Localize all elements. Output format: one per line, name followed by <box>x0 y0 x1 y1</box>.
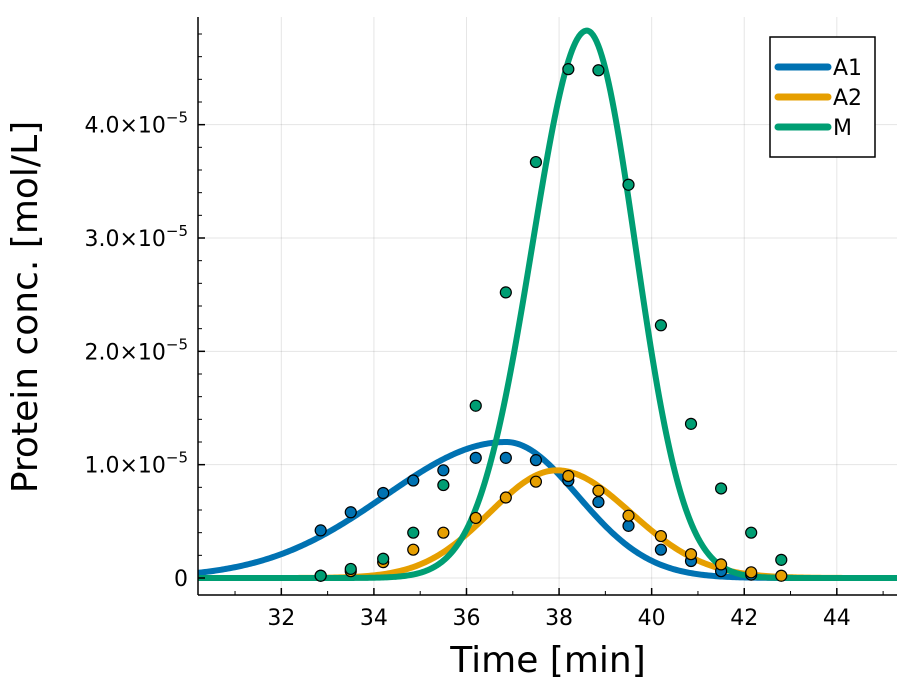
data-point-m <box>745 526 758 539</box>
data-point-a2 <box>562 469 575 483</box>
data-point-m <box>344 562 357 576</box>
data-point-a1 <box>344 506 357 519</box>
y-tick-label: 2.0×10−5 <box>84 335 188 365</box>
data-point-a2 <box>437 526 450 539</box>
data-point-a1 <box>437 464 450 477</box>
data-point-a1 <box>592 495 605 509</box>
data-point-a2 <box>407 543 420 556</box>
data-point-m <box>562 63 575 76</box>
x-tick-label: 40 <box>638 606 666 631</box>
x-tick-label: 42 <box>730 606 758 631</box>
data-point-m <box>529 155 543 169</box>
data-point-m <box>592 64 605 77</box>
data-point-m <box>714 482 728 495</box>
data-point-a2 <box>469 511 482 525</box>
data-point-a2 <box>592 484 605 497</box>
data-point-a2 <box>499 491 512 504</box>
data-point-m <box>622 178 635 191</box>
x-tick-label: 32 <box>267 606 295 631</box>
data-points <box>314 63 788 582</box>
data-point-m <box>775 553 788 566</box>
data-point-a2 <box>684 548 698 561</box>
data-point-a2 <box>775 569 788 582</box>
data-point-m <box>469 399 482 412</box>
data-point-a1 <box>407 474 420 487</box>
legend-label-a2: A2 <box>833 86 862 111</box>
y-tick-label: 3.0×10−5 <box>84 222 188 252</box>
data-point-a1 <box>377 486 390 500</box>
legend: A1 A2 M <box>769 36 876 158</box>
data-point-m <box>499 286 512 299</box>
data-point-m <box>437 478 450 492</box>
legend-label-a1: A1 <box>833 56 862 81</box>
data-point-m <box>654 319 668 332</box>
axes: 32 34 36 38 40 42 44 0 1.0×10−5 2.0×10−5 3.0×10−5 4… <box>84 17 897 631</box>
data-point-a2 <box>654 529 668 543</box>
data-point-m <box>407 526 420 539</box>
x-axis-label: Time [min] <box>449 640 646 681</box>
x-tick-label: 44 <box>823 606 851 631</box>
data-point-a1 <box>469 451 482 464</box>
y-tick-label: 1.0×10−5 <box>84 449 188 479</box>
y-tick-label: 0 <box>174 567 188 592</box>
data-point-a2 <box>714 558 728 571</box>
data-point-a2 <box>745 566 758 579</box>
y-tick-label: 4.0×10−5 <box>84 109 188 139</box>
data-point-m <box>684 417 698 430</box>
y-axis-label: Protein conc. [mol/L] <box>5 121 46 493</box>
data-point-a2 <box>622 509 635 522</box>
data-point-a1 <box>529 454 543 467</box>
x-tick-label: 36 <box>452 606 480 631</box>
data-point-m <box>377 552 390 565</box>
x-tick-label: 34 <box>360 606 388 631</box>
data-point-a2 <box>529 475 543 488</box>
data-point-a1 <box>654 543 668 556</box>
data-point-a1 <box>314 524 327 537</box>
data-point-a1 <box>499 451 512 464</box>
x-tick-label: 38 <box>545 606 573 631</box>
data-point-a1 <box>622 519 635 532</box>
legend-label-m: M <box>833 116 852 141</box>
data-point-m <box>314 569 327 582</box>
